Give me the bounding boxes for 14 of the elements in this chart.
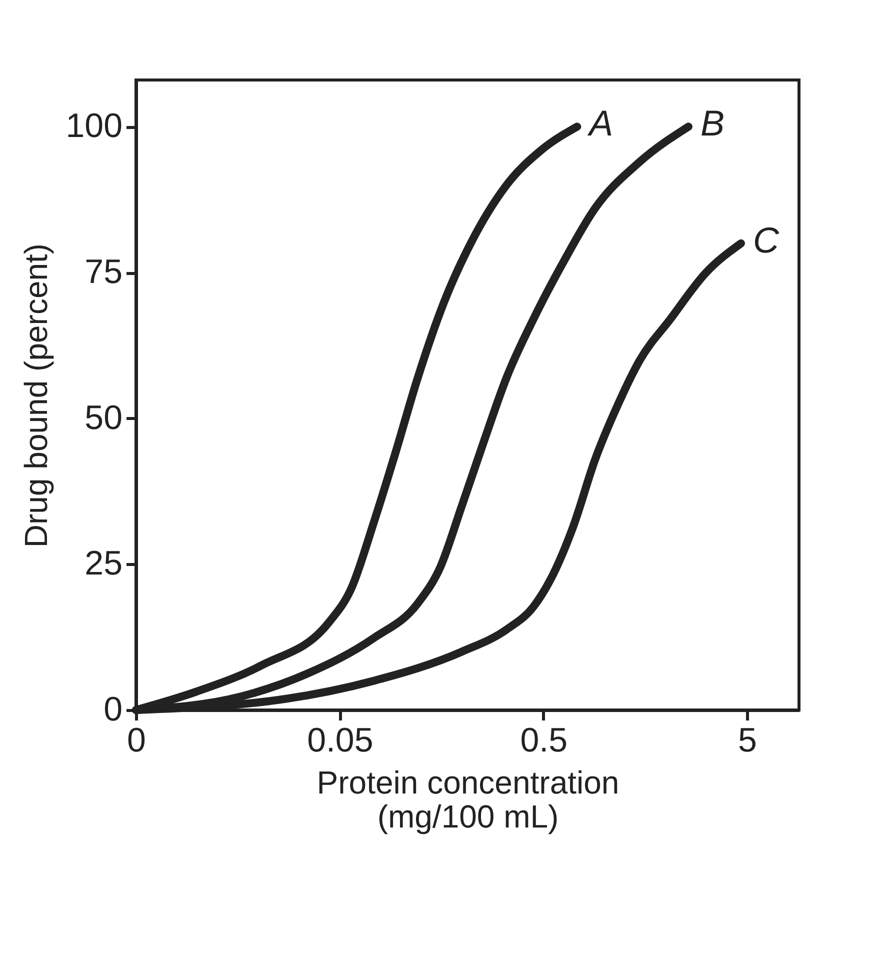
series-label: B — [700, 102, 724, 144]
y-tick-label: 25 — [84, 544, 122, 583]
x-tick-label: 0 — [127, 722, 146, 760]
x-tick-label: 0.5 — [520, 722, 568, 760]
x-tick-label: 5 — [738, 722, 757, 760]
x-axis-title: Protein concentration (mg/100 mL) — [316, 764, 620, 834]
x-tick-label: 0.05 — [307, 722, 374, 760]
y-tick-label: 100 — [66, 107, 122, 146]
y-tick-label: 50 — [84, 398, 122, 437]
y-tick-label: 75 — [84, 253, 122, 291]
series-label: A — [587, 102, 614, 144]
y-tick-label: 0 — [104, 690, 122, 728]
y-axis-title: Drug bound (percent) — [18, 243, 54, 548]
series-label: C — [752, 219, 780, 260]
